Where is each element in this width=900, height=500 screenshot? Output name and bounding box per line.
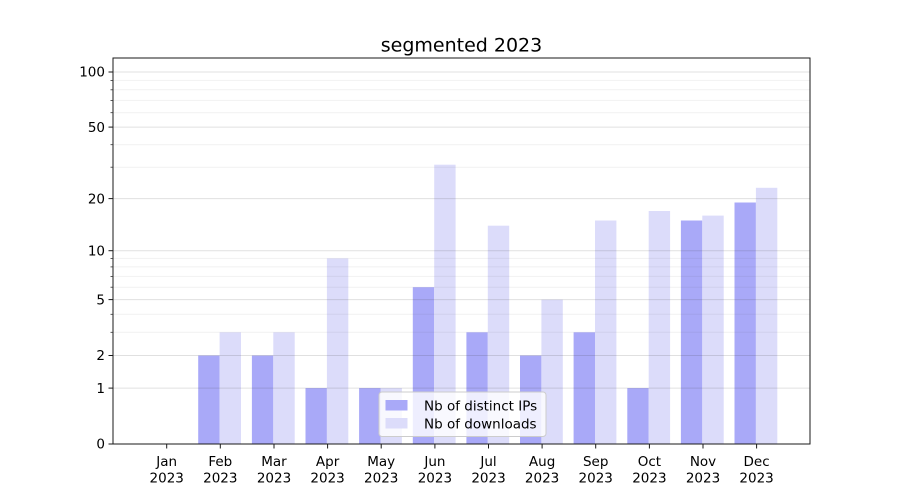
x-tick-label-year: 2023 [150,471,184,487]
bar-distinct-ips [734,202,756,444]
x-tick-label-year: 2023 [739,471,773,487]
x-tick-label-year: 2023 [579,471,613,487]
y-tick-label: 20 [88,191,105,207]
x-tick-label-year: 2023 [471,471,505,487]
bar-distinct-ips [680,220,703,444]
x-axis-ticks: Jan2023Feb2023Mar2023Apr2023May2023Jun20… [150,444,774,487]
bar-distinct-ips [627,388,649,444]
y-tick-label: 0 [96,437,105,453]
legend-swatch-downloads [385,418,408,429]
x-tick-label-year: 2023 [257,471,291,487]
bar-downloads [541,299,563,444]
legend-frame [378,391,547,437]
x-tick-label-month: Jan [155,454,177,470]
x-tick-label-year: 2023 [310,471,344,487]
bar-downloads [326,258,349,444]
y-tick-label: 1 [96,381,105,397]
x-tick-label-year: 2023 [632,471,666,487]
x-tick-label-month: Aug [529,454,555,470]
x-tick-label-month: Nov [690,454,716,470]
y-tick-label: 2 [96,348,105,364]
bar-downloads [219,332,241,444]
bar-downloads [648,211,671,444]
bar-downloads [273,332,295,444]
legend: Nb of distinct IPs Nb of downloads [378,391,547,437]
bar-downloads [434,164,456,444]
legend-label-downloads: Nb of downloads [424,417,537,433]
x-tick-label-year: 2023 [364,471,398,487]
y-tick-label: 100 [79,65,105,81]
bar-distinct-ips [251,355,274,444]
x-tick-label-year: 2023 [525,471,559,487]
x-tick-label-month: Oct [638,454,661,470]
bar-downloads [595,220,617,444]
x-tick-label-month: Jul [479,454,496,470]
y-tick-label: 10 [88,243,105,259]
x-tick-label-year: 2023 [418,471,452,487]
bar-downloads [487,225,510,444]
bar-distinct-ips [305,388,327,444]
y-tick-label: 50 [88,120,105,136]
bar-distinct-ips [359,388,381,444]
legend-swatch-distinct-ips [385,400,408,411]
bar-distinct-ips [198,355,220,444]
x-tick-label-month: Apr [316,454,340,470]
bar-downloads [702,215,724,444]
x-tick-label-month: Jun [423,454,445,470]
chart-title: segmented 2023 [381,35,542,57]
x-tick-label-year: 2023 [203,471,237,487]
x-tick-label-month: Feb [208,454,232,470]
minor-gridlines [113,79,810,333]
y-axis-ticks: 0 1 2 5 10 20 50 100 [79,65,113,453]
y-tick-label: 5 [96,292,105,308]
bar-downloads [755,187,778,445]
x-tick-label-month: May [367,454,395,470]
major-gridlines [113,71,810,389]
x-tick-label-month: Sep [583,454,608,470]
x-tick-label-year: 2023 [686,471,720,487]
x-tick-label-month: Dec [744,454,770,470]
x-tick-label-month: Mar [261,454,287,470]
legend-label-distinct-ips: Nb of distinct IPs [424,399,537,415]
bar-distinct-ips [573,332,595,444]
